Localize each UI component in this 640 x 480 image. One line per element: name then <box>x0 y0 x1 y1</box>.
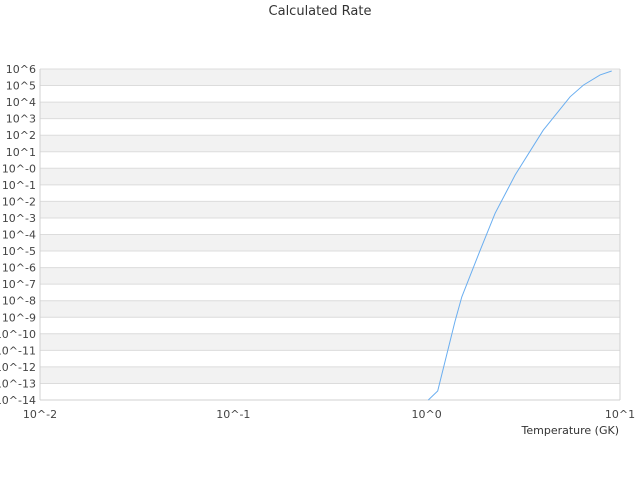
y-tick-label: 10^-10 <box>0 328 36 341</box>
y-tick-label: 10^-6 <box>2 262 36 275</box>
grid-band <box>40 201 620 218</box>
y-tick-label: 10^5 <box>6 80 36 93</box>
y-tick-label: 10^2 <box>6 129 36 142</box>
y-tick-label: 10^-14 <box>0 394 36 407</box>
y-tick-label: 10^1 <box>6 146 36 159</box>
y-tick-label: 10^-9 <box>2 311 36 324</box>
grid-band <box>40 168 620 185</box>
chart-title: Calculated Rate <box>268 4 372 19</box>
y-tick-label: 10^-11 <box>0 344 36 357</box>
series-line <box>427 70 612 401</box>
y-tick-label: 10^-0 <box>2 162 36 175</box>
y-tick-label: 10^-2 <box>2 195 36 208</box>
grid-band <box>40 102 620 119</box>
x-tick-label: 10^-1 <box>216 408 250 421</box>
y-tick-label: 10^6 <box>6 63 36 76</box>
grid-band <box>40 135 620 152</box>
y-tick-label: 10^-3 <box>2 212 36 225</box>
y-tick-label: 10^-1 <box>2 179 36 192</box>
grid-band <box>40 300 620 318</box>
grid-band <box>40 366 620 384</box>
grid-band <box>40 267 620 285</box>
grid-band <box>40 234 620 252</box>
y-tick-label: 10^4 <box>6 96 36 109</box>
y-tick-label: 10^-4 <box>2 229 36 242</box>
x-tick-label: 10^0 <box>412 408 442 421</box>
y-tick-label: 10^-13 <box>0 377 36 390</box>
grid-band <box>40 69 620 86</box>
x-axis-label: Temperature (GK) <box>521 424 620 437</box>
y-tick-label: 10^-8 <box>2 295 36 308</box>
x-tick-label: 10^1 <box>605 408 635 421</box>
y-tick-label: 10^-5 <box>2 245 36 258</box>
grid-band <box>40 333 620 351</box>
x-tick-label: 10^-2 <box>23 408 57 421</box>
y-tick-label: 10^-7 <box>2 278 36 291</box>
y-tick-label: 10^3 <box>6 113 36 126</box>
y-tick-label: 10^-12 <box>0 361 36 374</box>
